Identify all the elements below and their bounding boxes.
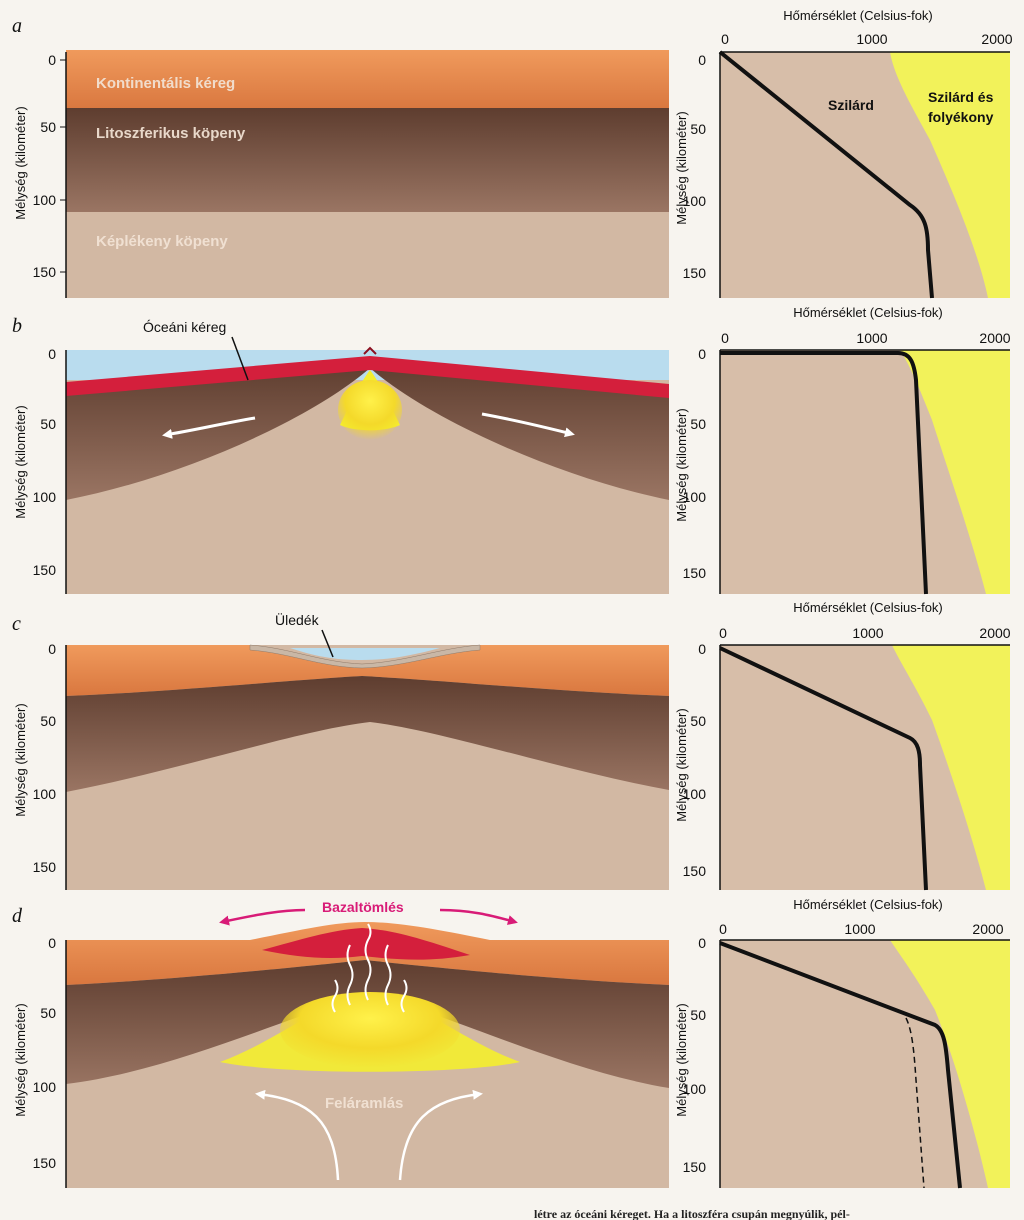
svg-text:150: 150 xyxy=(683,565,707,581)
depth-axis-c: 0 50 100 150 Mélység (kilométer) xyxy=(13,641,67,890)
svg-text:1000: 1000 xyxy=(852,625,883,641)
svg-text:100: 100 xyxy=(33,489,57,505)
svg-text:Mélység (kilométer): Mélység (kilométer) xyxy=(13,405,28,518)
depth-axis-b: 0 50 100 150 Mélység (kilométer) xyxy=(13,346,67,594)
svg-text:Mélység (kilométer): Mélység (kilométer) xyxy=(674,1003,689,1116)
svg-text:150: 150 xyxy=(683,1159,707,1175)
panel-d: d Feláramlás Bazalt xyxy=(12,897,1010,1189)
svg-text:150: 150 xyxy=(33,1155,57,1171)
tick-50: 50 xyxy=(40,119,56,135)
svg-text:0: 0 xyxy=(48,935,56,951)
tick-100: 100 xyxy=(33,192,57,208)
svg-text:Mélység (kilométer): Mélység (kilométer) xyxy=(674,408,689,521)
svg-text:50: 50 xyxy=(40,1005,56,1021)
cross-section-a: Kontinentális kéreg Litoszferikus köpeny… xyxy=(66,50,669,298)
svg-text:150: 150 xyxy=(683,863,707,879)
svg-text:150: 150 xyxy=(33,859,57,875)
svg-text:50: 50 xyxy=(690,1007,706,1023)
temperature-graph-a: Hőmérséklet (Celsius-fok) 0 1000 2000 0 … xyxy=(674,8,1013,299)
melt-ascent-arrows xyxy=(331,923,408,1013)
panel-letter-d: d xyxy=(12,905,23,927)
svg-text:100: 100 xyxy=(683,786,707,802)
panel-letter-a: a xyxy=(12,15,22,37)
label-solid-liquid-1: Szilárd és xyxy=(928,89,994,105)
svg-text:Mélység (kilométer): Mélység (kilométer) xyxy=(674,708,689,821)
svg-text:0: 0 xyxy=(721,330,729,346)
label-solid-liquid-2: folyékony xyxy=(928,109,994,125)
label-lithospheric-mantle: Litoszferikus köpeny xyxy=(96,125,246,142)
temp-axis-title-d: Hőmérséklet (Celsius-fok) xyxy=(793,897,943,912)
svg-text:50: 50 xyxy=(40,713,56,729)
label-oceanic-crust: Óceáni kéreg xyxy=(143,319,226,335)
temperature-graph-c: Hőmérséklet (Celsius-fok) 0 1000 2000 0 … xyxy=(674,600,1011,891)
cross-section-c: Üledék xyxy=(66,611,669,890)
panel-a: a Kontinentális kéreg Litoszferikus köpe… xyxy=(12,8,1013,299)
svg-text:0: 0 xyxy=(698,346,706,362)
svg-text:50: 50 xyxy=(690,416,706,432)
label-sediment: Üledék xyxy=(275,611,320,628)
label-upwelling: Feláramlás xyxy=(325,1095,403,1112)
temp-axis-title-c: Hőmérséklet (Celsius-fok) xyxy=(793,600,943,615)
svg-text:50: 50 xyxy=(40,416,56,432)
cross-section-b: Óceáni kéreg xyxy=(66,319,669,594)
tick-150: 150 xyxy=(33,264,57,280)
temp-tick-2000: 2000 xyxy=(981,31,1012,47)
svg-text:100: 100 xyxy=(683,1081,707,1097)
svg-text:0: 0 xyxy=(719,625,727,641)
label-solid: Szilárd xyxy=(828,97,874,113)
label-plastic-mantle: Képlékeny köpeny xyxy=(96,233,228,250)
label-basalt-flow: Bazaltömlés xyxy=(322,899,404,915)
svg-text:100: 100 xyxy=(33,786,57,802)
svg-text:0: 0 xyxy=(698,641,706,657)
svg-text:100: 100 xyxy=(683,193,707,209)
svg-text:2000: 2000 xyxy=(979,330,1010,346)
svg-text:0: 0 xyxy=(48,346,56,362)
temperature-graph-d: Hőmérséklet (Celsius-fok) 0 1000 2000 0 … xyxy=(674,897,1010,1189)
svg-text:0: 0 xyxy=(698,935,706,951)
tick-0: 0 xyxy=(48,52,56,68)
svg-text:1000: 1000 xyxy=(856,330,887,346)
depth-axis-title-graph-a: Mélység (kilométer) xyxy=(674,111,689,224)
svg-text:2000: 2000 xyxy=(972,921,1003,937)
cross-section-d: Feláramlás Bazaltömlés xyxy=(66,899,669,1188)
svg-text:1000: 1000 xyxy=(844,921,875,937)
temp-axis-title-a: Hőmérséklet (Celsius-fok) xyxy=(783,8,933,23)
panel-b: b Óceáni kéreg 0 50 100 150 Mé xyxy=(12,305,1011,595)
svg-text:100: 100 xyxy=(33,1079,57,1095)
panel-letter-b: b xyxy=(12,315,22,337)
svg-text:Mélység (kilométer): Mélység (kilométer) xyxy=(13,1003,28,1116)
depth-axis-a: 0 50 100 150 Mélység (kilométer) xyxy=(13,52,67,298)
svg-text:150: 150 xyxy=(683,265,707,281)
label-continental-crust: Kontinentális kéreg xyxy=(96,75,235,92)
temp-tick-1000: 1000 xyxy=(856,31,887,47)
svg-text:150: 150 xyxy=(33,562,57,578)
panel-letter-c: c xyxy=(12,613,21,635)
panel-c: c Üledék 0 50 100 150 Mélység (kilométer… xyxy=(12,600,1011,891)
depth-axis-title: Mélység (kilométer) xyxy=(13,106,28,219)
svg-text:50: 50 xyxy=(690,121,706,137)
temperature-graph-b: Hőmérséklet (Celsius-fok) 0 1000 2000 0 … xyxy=(674,305,1011,595)
temp-tick-0: 0 xyxy=(721,31,729,47)
temp-axis-title-b: Hőmérséklet (Celsius-fok) xyxy=(793,305,943,320)
caption-fragment: létre az óceáni kéreget. Ha a litoszféra… xyxy=(534,1207,850,1220)
depth-axis-d: 0 50 100 150 Mélység (kilométer) xyxy=(13,935,67,1188)
svg-text:50: 50 xyxy=(690,713,706,729)
svg-text:0: 0 xyxy=(719,921,727,937)
svg-text:2000: 2000 xyxy=(979,625,1010,641)
svg-text:100: 100 xyxy=(683,489,707,505)
svg-text:0: 0 xyxy=(698,52,706,68)
svg-text:0: 0 xyxy=(48,641,56,657)
svg-text:Mélység (kilométer): Mélység (kilométer) xyxy=(13,703,28,816)
